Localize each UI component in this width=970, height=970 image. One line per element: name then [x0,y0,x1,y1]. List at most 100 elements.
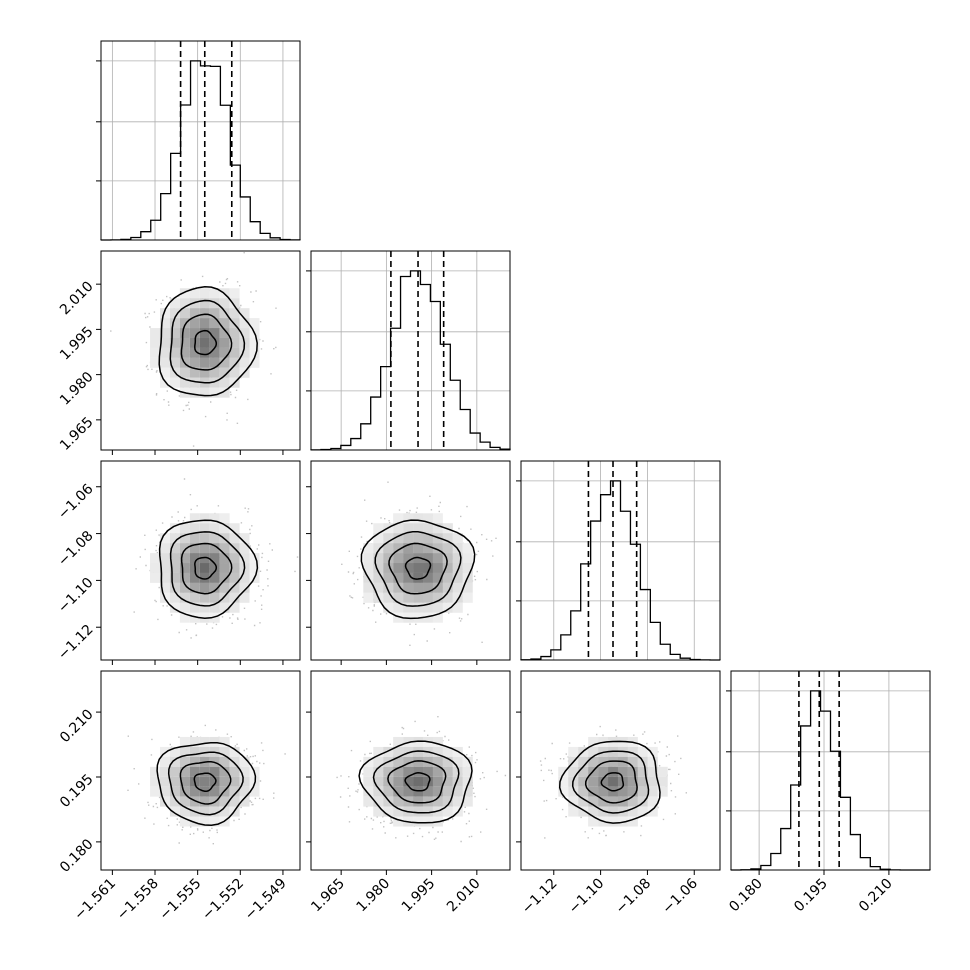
density-cell [578,766,589,777]
density-cell [413,776,424,787]
density-cell [442,786,453,797]
density-cell [189,766,200,777]
density-cell [393,582,404,593]
density-cell [627,746,638,757]
density-cell [229,337,240,348]
density-cell [179,806,190,817]
density-cell [209,347,220,358]
density-cell [169,337,180,348]
contour-line [388,542,448,595]
density-cell [189,318,200,329]
density-cell [189,786,200,797]
density-cell [442,533,453,544]
density-cell [568,806,579,817]
density-cell [229,563,240,573]
contour-line [404,556,432,580]
density-cell [199,318,210,329]
axes-frame [100,40,301,241]
contour-line [194,556,218,580]
density-cell [209,816,220,827]
contour-line [180,542,233,595]
density-cell [403,543,414,554]
density-cell [219,746,230,757]
density-cell [229,756,240,767]
x-tick-label: −1.10 [566,876,608,918]
density-cell [229,523,240,534]
density-cell [249,347,260,358]
x-tick-label: −1.12 [519,876,561,918]
density-cell [209,543,220,554]
density-cell [159,563,170,573]
density-cell [383,553,394,564]
density-cell [588,756,599,767]
density-cell [403,553,414,564]
density-cell [598,766,609,777]
density-cell [647,776,658,787]
density-cell [383,806,394,817]
density-cell [432,796,443,807]
density-cell [588,786,599,797]
density-cell [403,523,414,534]
density-cell [199,816,210,827]
contour-fill [159,520,258,619]
density-cell [239,318,250,329]
density-cell [608,796,618,807]
density-cell [169,796,180,807]
density-cell [199,513,210,524]
axes-frame [730,670,931,871]
y-tick-label: −1.12 [55,622,97,664]
density-cell [150,357,160,368]
density-cell [647,806,658,817]
density-cell [239,786,250,797]
density-cell [209,572,220,583]
y-tick-label: 0.195 [57,771,97,811]
density-cell [363,553,374,564]
density-cell [423,572,433,583]
density-cell [413,816,424,827]
density-cell [219,367,230,378]
axes-frame [310,670,511,871]
density-cell [179,602,190,613]
density-cell [169,776,180,787]
density-cell [627,786,638,797]
density-cell [413,533,424,544]
density-cell [199,572,210,583]
density-cell [452,756,463,767]
density-cell [159,766,170,777]
density-cell [219,563,230,573]
density-cell [578,796,589,807]
density-cell [159,347,170,358]
density-cell [189,592,200,603]
density-cell [588,736,599,747]
density-cell [229,288,240,299]
density-cell [647,796,658,807]
histogram-step [520,480,721,661]
density-cell [189,612,200,623]
density-cell [209,786,220,797]
density-cell [229,328,240,338]
density-cell [179,746,190,757]
axes-frame [310,460,511,661]
density-cell [393,796,404,807]
density-cell [403,746,414,757]
density-cell [219,582,230,593]
density-cell [189,367,200,378]
density-cell [219,513,230,524]
density-cell [578,786,589,797]
density-cell [462,553,473,564]
density-cell [578,756,589,767]
density-cell [432,776,443,787]
density-cell [189,533,200,544]
density-cell [423,766,433,777]
x-tick-label: 1.980 [354,876,394,916]
density-layer [539,725,687,839]
contour-line [558,740,661,824]
density-cell [209,328,220,338]
density-cell [363,796,374,807]
density-cell [179,318,190,329]
density-cell [179,337,190,348]
x-tick-label: −1.549 [242,876,290,924]
density-cell [627,806,638,817]
density-cell [423,786,433,797]
contour-line [169,299,246,384]
